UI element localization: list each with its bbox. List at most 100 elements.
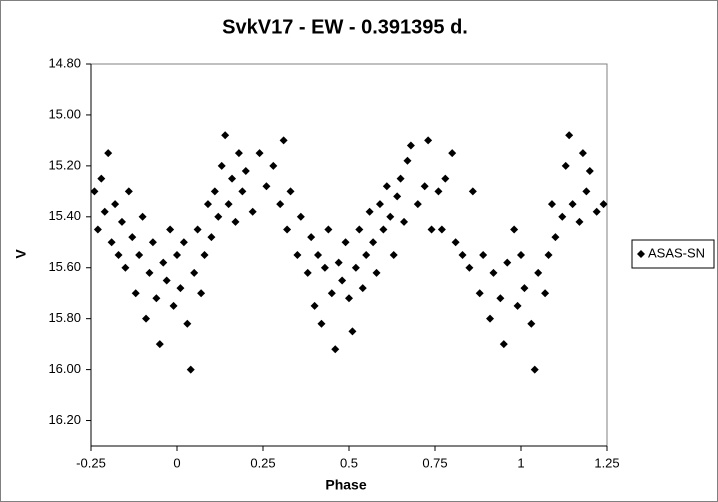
data-point	[224, 200, 233, 209]
data-point	[214, 212, 223, 221]
data-point	[155, 340, 164, 349]
data-point	[592, 207, 601, 216]
data-point	[248, 207, 257, 216]
y-tick-label: 15.60	[48, 259, 81, 274]
data-point	[104, 149, 113, 158]
data-point	[400, 217, 409, 226]
data-point	[358, 284, 367, 293]
data-point	[327, 289, 336, 298]
x-tick-label: 0.5	[340, 455, 358, 470]
data-point	[117, 217, 126, 226]
data-point	[486, 314, 495, 323]
data-point	[111, 200, 120, 209]
data-point	[468, 187, 477, 196]
data-point	[382, 182, 391, 191]
y-tick-label: 14.80	[48, 55, 81, 70]
data-point	[200, 251, 209, 259]
data-point	[324, 225, 333, 234]
data-point	[355, 225, 364, 234]
data-point	[520, 284, 529, 293]
y-tick-label: 16.00	[48, 361, 81, 376]
data-point	[530, 365, 539, 374]
data-point	[228, 174, 237, 183]
data-point	[241, 166, 250, 175]
data-point	[303, 268, 312, 277]
data-point	[217, 161, 226, 170]
data-point	[551, 233, 560, 242]
y-tick-label: 15.20	[48, 157, 81, 172]
data-point	[107, 238, 116, 247]
data-point	[489, 268, 498, 277]
data-point	[369, 238, 378, 247]
data-point	[296, 212, 305, 221]
data-point	[496, 294, 505, 303]
data-point	[565, 131, 574, 140]
data-point	[121, 263, 130, 272]
data-point	[348, 327, 357, 336]
data-point	[561, 161, 570, 170]
data-point	[276, 200, 285, 209]
data-point	[207, 233, 216, 242]
data-point	[437, 225, 446, 234]
data-point	[582, 187, 591, 196]
data-point	[599, 200, 608, 209]
data-point	[499, 340, 508, 349]
data-point	[547, 200, 556, 209]
data-point	[513, 301, 522, 310]
data-point	[203, 200, 212, 209]
data-point	[338, 276, 347, 285]
x-tick-label: 1.25	[594, 455, 619, 470]
data-point	[262, 182, 271, 191]
data-point	[193, 225, 202, 234]
x-tick-label: 0.25	[250, 455, 275, 470]
data-point	[351, 263, 360, 272]
x-tick-label: 1	[517, 455, 524, 470]
data-point	[221, 131, 230, 140]
data-point	[279, 136, 288, 145]
data-point	[90, 187, 99, 196]
y-tick-label: 15.00	[48, 106, 81, 121]
data-point	[386, 212, 395, 221]
data-point	[534, 268, 543, 277]
data-point	[334, 258, 343, 267]
plot-area	[90, 63, 608, 447]
data-point	[345, 294, 353, 303]
data-point	[479, 251, 488, 259]
data-point	[365, 207, 374, 216]
data-point	[169, 301, 178, 310]
data-point	[406, 141, 415, 150]
data-point	[166, 225, 175, 234]
data-point	[142, 314, 151, 323]
data-point	[448, 149, 457, 158]
data-point	[231, 217, 240, 226]
legend-label: ASAS-SN	[648, 245, 705, 260]
data-point	[314, 251, 323, 259]
data-point	[475, 289, 484, 298]
data-point	[190, 268, 199, 277]
data-point	[331, 345, 340, 354]
legend-box	[631, 239, 715, 269]
data-point	[427, 225, 436, 234]
data-point	[162, 276, 171, 285]
data-point	[541, 289, 550, 298]
data-point	[320, 263, 329, 272]
data-point	[362, 251, 371, 259]
data-point	[558, 212, 567, 221]
data-point	[128, 233, 137, 242]
data-point	[585, 166, 594, 175]
y-tick-label: 15.40	[48, 208, 81, 223]
data-point	[413, 200, 422, 209]
data-point	[255, 149, 264, 158]
x-tick-label: 0	[173, 455, 180, 470]
data-point	[124, 187, 133, 196]
data-point	[179, 238, 188, 247]
data-point	[283, 225, 292, 234]
x-tick-label: -0.25	[76, 455, 106, 470]
data-point	[317, 319, 326, 328]
y-tick-label: 15.80	[48, 310, 81, 325]
x-axis-label: Phase	[325, 477, 366, 493]
data-point	[434, 187, 443, 196]
data-point	[210, 187, 219, 196]
data-point	[544, 251, 553, 259]
